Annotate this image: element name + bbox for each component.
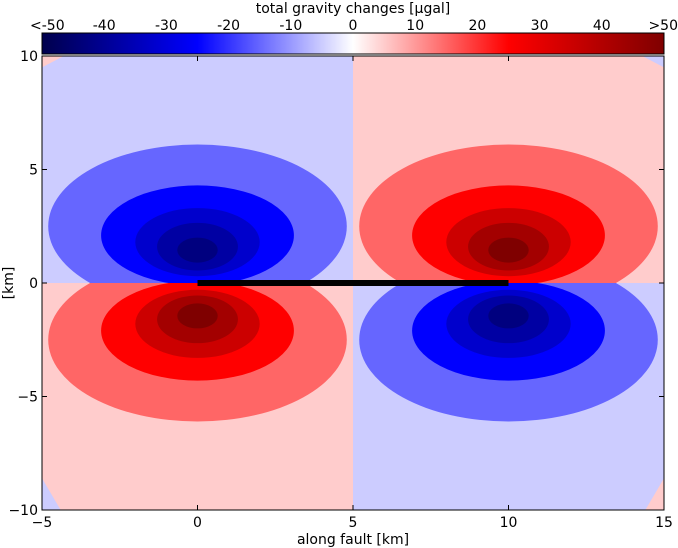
colorbar-tick-label: -40	[93, 18, 116, 34]
y-tick-label: 5	[29, 163, 38, 179]
field-band	[642, 56, 664, 68]
gravity-field	[42, 56, 664, 510]
y-axis-ticks: −10 −5 0 5 10	[8, 49, 664, 519]
x-axis-ticks: −5 0 5 10 15	[32, 56, 673, 531]
colorbar-tick-label: 10	[406, 18, 424, 34]
colorbar-tick-label: -30	[155, 18, 178, 34]
colorbar-tick-label: >50	[648, 18, 678, 34]
contour-positive	[177, 303, 218, 329]
colorbar-tick-label: 30	[531, 18, 549, 34]
contour-negative	[488, 303, 529, 329]
y-axis-label: [km]	[1, 267, 17, 300]
x-tick-label: 5	[349, 515, 358, 531]
x-axis-label: along fault [km]	[297, 532, 409, 548]
colorbar-tick-label: -10	[279, 18, 302, 34]
colorbar-tick-labels: <-50 -40 -30 -20 -10 0 10 20 30 40 >50	[30, 18, 678, 37]
x-tick-label: 15	[655, 515, 673, 531]
field-band	[42, 478, 61, 510]
field-band	[42, 56, 64, 68]
colorbar-tick-label: 0	[349, 18, 358, 34]
contour-negative	[177, 237, 218, 263]
colorbar-tick-label: <-50	[30, 18, 65, 34]
contour-positive	[488, 237, 529, 263]
y-tick-label: −10	[8, 503, 38, 519]
colorbar-tick-label: 20	[468, 18, 486, 34]
y-tick-label: −5	[17, 390, 38, 406]
colorbar-tick-label: 40	[593, 18, 611, 34]
colorbar-gradient	[41, 32, 665, 55]
colorbar-tick-label: -20	[217, 18, 240, 34]
field-band	[645, 478, 664, 510]
y-tick-label: 0	[29, 276, 38, 292]
x-tick-label: −5	[32, 515, 53, 531]
colorbar: total gravity changes [μgal] <-50 -40 -30 -…	[30, 1, 678, 55]
colorbar-label: total gravity changes [μgal]	[256, 1, 451, 17]
x-tick-label: 10	[500, 515, 518, 531]
x-tick-label: 0	[193, 515, 202, 531]
y-tick-label: 10	[20, 49, 38, 65]
